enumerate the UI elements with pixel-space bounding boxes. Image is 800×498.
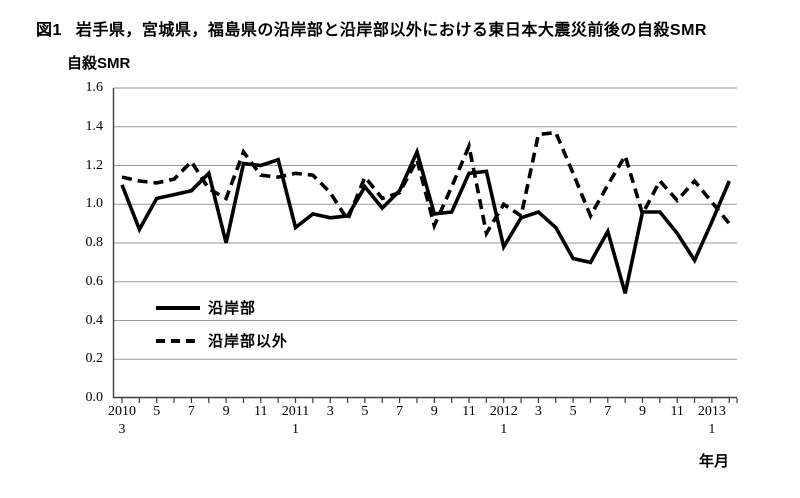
x-tick-label: 7: [396, 404, 404, 419]
y-tick-label: 1.0: [85, 196, 104, 212]
x-tick-label: 3: [534, 404, 542, 419]
x-tick-label: 5: [569, 404, 577, 419]
legend-label-coastal: 沿岸部: [208, 300, 257, 317]
y-tick-label: 0.4: [85, 312, 104, 328]
y-tick-label: 1.6: [85, 80, 104, 95]
legend-item-coastal: 沿岸部: [156, 297, 256, 318]
x-tick-sublabel: 1: [500, 422, 508, 437]
x-tick-label: 2012: [489, 404, 518, 419]
x-axis-title: 年月: [699, 453, 730, 470]
y-tick-label: 0.6: [85, 273, 104, 289]
y-tick-label: 1.2: [85, 157, 104, 173]
x-tick-label: 11: [670, 404, 684, 419]
x-tick-label: 9: [639, 404, 646, 419]
legend-label-noncoastal: 沿岸部以外: [208, 333, 289, 350]
x-tick-label: 2013: [697, 404, 726, 419]
figure-title: 岩手県，宮城県，福島県の沿岸部と沿岸部以外における東日本大震災前後の自殺SMR: [75, 22, 707, 39]
x-tick-label: 9: [222, 404, 230, 419]
legend-item-noncoastal: 沿岸部以外: [156, 330, 288, 351]
x-tick-label: 7: [187, 404, 195, 419]
x-tick-label: 7: [604, 404, 612, 419]
x-tick-sublabel: 1: [292, 422, 299, 437]
y-tick-label: 0.2: [85, 351, 104, 367]
x-tick-label: 11: [254, 404, 268, 419]
y-tick-label: 0.0: [85, 390, 104, 405]
legend-line-solid-icon: [156, 305, 200, 310]
figure-caption: 図1 岩手県，宮城県，福島県の沿岸部と沿岸部以外における東日本大震災前後の自殺SM…: [36, 16, 776, 40]
x-tick-sublabel: 3: [118, 422, 126, 437]
y-axis-title: 自殺SMR: [67, 55, 131, 72]
series-line-solid: [120, 146, 731, 294]
x-tick-label: 11: [462, 404, 476, 419]
x-tick-label: 5: [361, 404, 369, 419]
x-tick-label: 3: [326, 404, 334, 419]
x-tick-label: 5: [153, 404, 161, 419]
line-chart: [112, 87, 738, 403]
x-tick-label: 2011: [281, 404, 310, 419]
x-tick-label: 2010: [108, 404, 136, 419]
figure-number: 図1: [36, 22, 62, 39]
legend-line-dashed-icon: [156, 338, 200, 343]
x-tick-sublabel: 1: [708, 422, 716, 437]
series-line-dashed: [121, 130, 731, 239]
x-tick-label: 9: [430, 404, 438, 419]
y-tick-label: 0.8: [85, 235, 104, 250]
y-tick-label: 1.4: [85, 118, 104, 134]
